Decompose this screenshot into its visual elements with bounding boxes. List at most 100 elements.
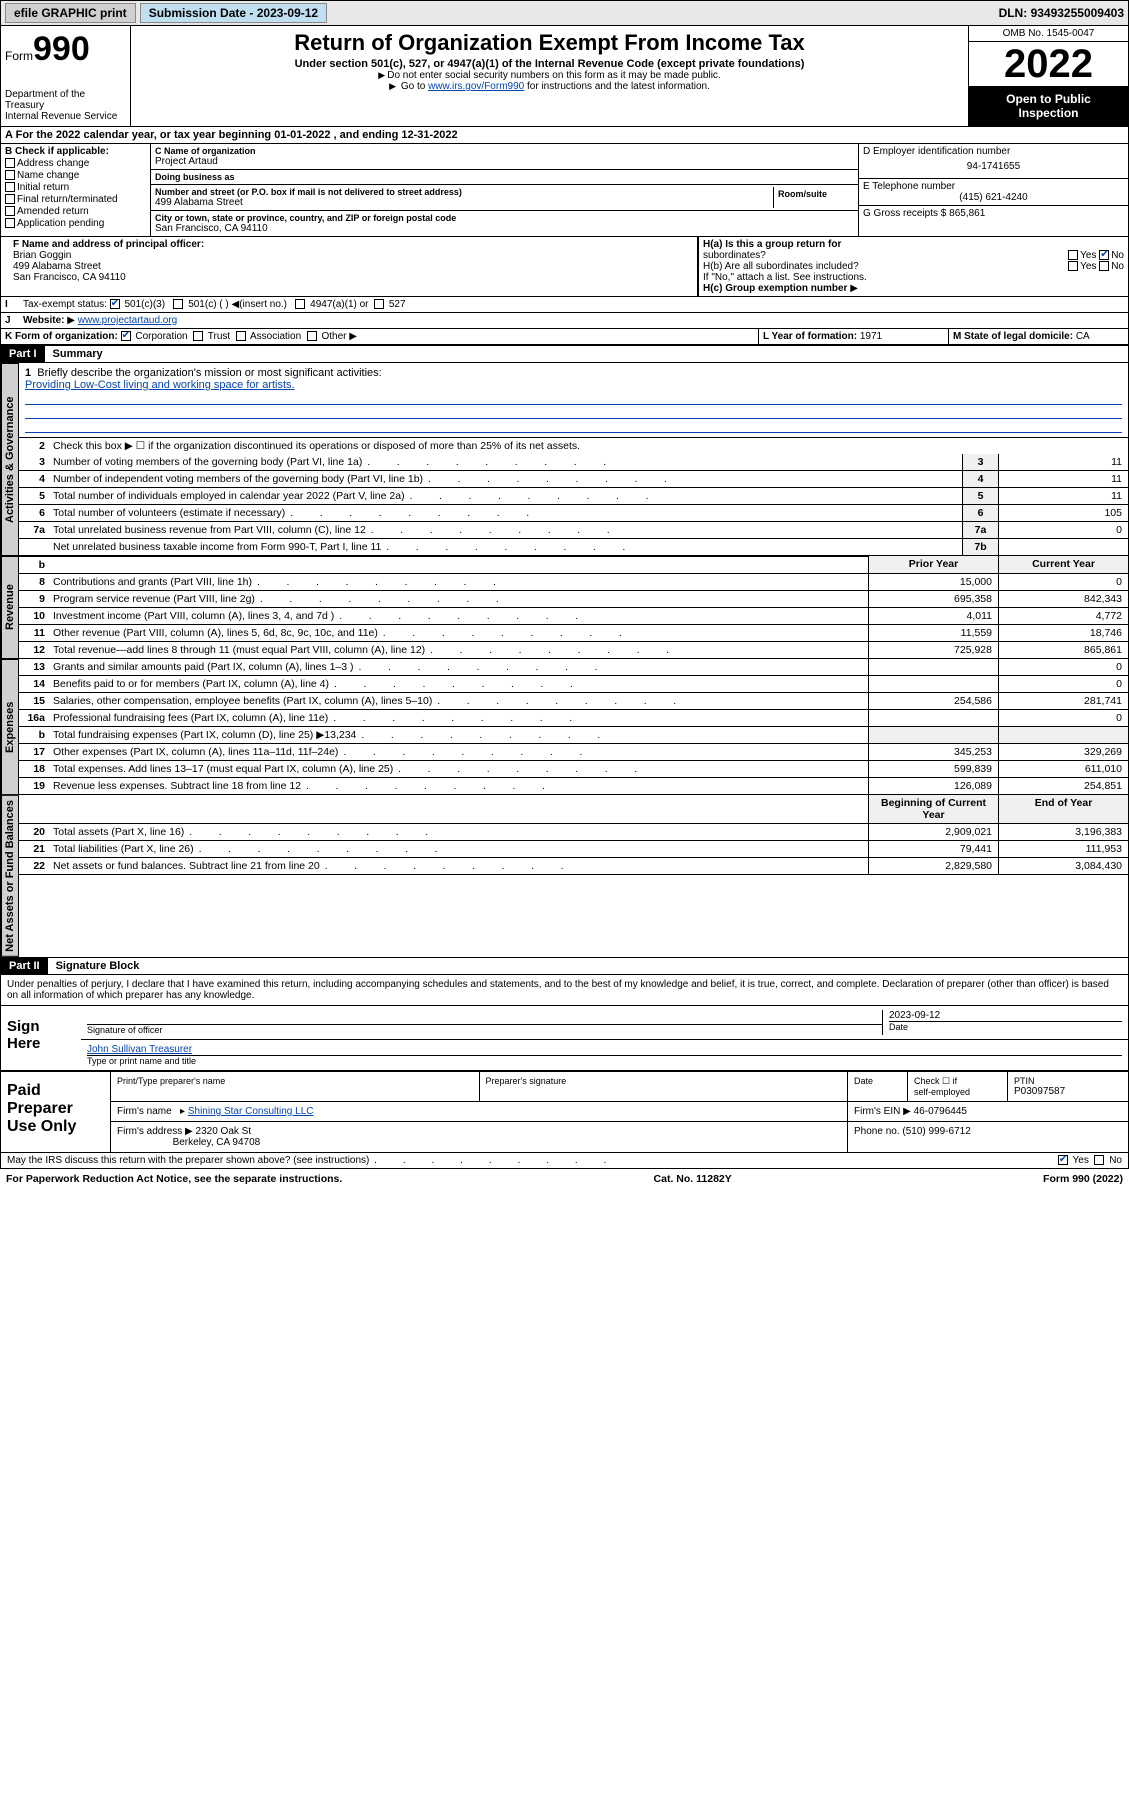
table-row: 9Program service revenue (Part VIII, lin… (19, 591, 1128, 608)
table-row: Net unrelated business taxable income fr… (19, 539, 1128, 556)
discuss-no-check[interactable] (1094, 1155, 1104, 1165)
preparer-sig-label: Preparer's signature (486, 1076, 842, 1086)
vtab-rev: Revenue (1, 556, 19, 659)
line2-text: Check this box ▶ ☐ if the organization d… (49, 438, 1128, 454)
ein-label: D Employer identification number (863, 146, 1124, 157)
submission-label: Submission Date - (149, 6, 257, 20)
chk-other[interactable] (307, 331, 317, 341)
table-row: 6Total number of volunteers (estimate if… (19, 505, 1128, 522)
table-row: 4Number of independent voting members of… (19, 471, 1128, 488)
form-header: Form990 Department of the Treasury Inter… (0, 26, 1129, 127)
street-value: 499 Alabama Street (155, 197, 773, 208)
vtab-exp: Expenses (1, 659, 19, 795)
year-formation: 1971 (860, 331, 882, 342)
firm-phone: (510) 999-6712 (902, 1126, 970, 1137)
chk-501c[interactable] (173, 299, 183, 309)
chk-amended[interactable]: Amended return (5, 206, 146, 217)
chk-final-return[interactable]: Final return/terminated (5, 194, 146, 205)
officer-addr2: San Francisco, CA 94110 (13, 272, 693, 283)
na-header-row: Beginning of Current Year End of Year (19, 795, 1128, 824)
table-row: 19Revenue less expenses. Subtract line 1… (19, 778, 1128, 795)
room-label: Room/suite (778, 189, 850, 199)
dln-label: DLN: (999, 6, 1031, 20)
table-row: 5Total number of individuals employed in… (19, 488, 1128, 505)
firm-addr2: Berkeley, CA 94708 (173, 1137, 261, 1148)
gross-label: G Gross receipts $ (863, 208, 949, 219)
ha-no-check[interactable] (1099, 250, 1109, 260)
chk-trust[interactable] (193, 331, 203, 341)
mission-label: Briefly describe the organization's miss… (37, 367, 381, 379)
preparer-name-label: Print/Type preparer's name (117, 1076, 473, 1086)
current-year-hdr: Current Year (998, 556, 1128, 573)
part2-title: Signature Block (48, 958, 148, 974)
table-row: 10Investment income (Part VIII, column (… (19, 608, 1128, 625)
discuss-yes-check[interactable] (1058, 1155, 1068, 1165)
firm-ein: 46-0796445 (914, 1106, 967, 1117)
paid-preparer-label: Paid Preparer Use Only (1, 1072, 111, 1152)
table-row: 22Net assets or fund balances. Subtract … (19, 858, 1128, 875)
table-row: 12Total revenue—add lines 8 through 11 (… (19, 642, 1128, 659)
a-begin: 01-01-2022 (274, 129, 330, 141)
dba-label: Doing business as (155, 172, 854, 182)
chk-app-pending[interactable]: Application pending (5, 218, 146, 229)
sig-officer-label: Signature of officer (87, 1024, 882, 1035)
officer-addr1: 499 Alabama Street (13, 261, 693, 272)
m-label: M State of legal domicile: (953, 331, 1076, 342)
chk-501c3[interactable] (110, 299, 120, 309)
city-value: San Francisco, CA 94110 (155, 223, 854, 234)
table-row: 18Total expenses. Add lines 13–17 (must … (19, 761, 1128, 778)
website-link[interactable]: www.projectartaud.org (78, 315, 178, 326)
chk-initial-return[interactable]: Initial return (5, 182, 146, 193)
sign-here-label: Sign Here (1, 1006, 81, 1070)
goto-pre: Go to (401, 81, 428, 92)
sig-declaration: Under penalties of perjury, I declare th… (1, 975, 1128, 1005)
sig-date: 2023-09-12 (889, 1010, 1122, 1021)
table-row: 15Salaries, other compensation, employee… (19, 693, 1128, 710)
mission-text[interactable]: Providing Low-Cost living and working sp… (25, 379, 295, 391)
hb-no-check[interactable] (1099, 261, 1109, 271)
part2-badge: Part II (1, 958, 48, 974)
chk-address-change[interactable]: Address change (5, 158, 146, 169)
org-name: Project Artaud (155, 156, 854, 167)
form-subtitle-1: Under section 501(c), 527, or 4947(a)(1)… (137, 58, 962, 70)
line-j: J Website: ▶ www.projectartaud.org (0, 313, 1129, 329)
ha-yes-check[interactable] (1068, 250, 1078, 260)
c-name-label: C Name of organization (155, 146, 854, 156)
ptin-value: P03097587 (1014, 1086, 1122, 1097)
city-label: City or town, state or province, country… (155, 213, 854, 223)
form-subtitle-2: Do not enter social security numbers on … (387, 70, 720, 81)
line-klm: K Form of organization: Corporation Trus… (0, 329, 1129, 346)
chk-corp[interactable] (121, 331, 131, 341)
firm-ein-label: Firm's EIN (854, 1106, 900, 1117)
hb-label: H(b) Are all subordinates included? (703, 261, 859, 272)
k-label: K Form of organization: (5, 331, 118, 342)
type-name-label: Type or print name and title (87, 1055, 1122, 1066)
firm-name[interactable]: Shining Star Consulting LLC (188, 1106, 314, 1117)
footer-bottom: For Paperwork Reduction Act Notice, see … (0, 1169, 1129, 1189)
na-py-hdr: Beginning of Current Year (868, 795, 998, 823)
instructions-link[interactable]: www.irs.gov/Form990 (428, 81, 524, 92)
chk-527[interactable] (374, 299, 384, 309)
signature-block: Under penalties of perjury, I declare th… (0, 975, 1129, 1153)
table-row: 11Other revenue (Part VIII, column (A), … (19, 625, 1128, 642)
ha-label: H(a) Is this a group return for (703, 239, 841, 250)
prior-year-hdr: Prior Year (868, 556, 998, 573)
b-header: B Check if applicable: (5, 146, 109, 157)
efile-print-button[interactable]: efile GRAPHIC print (5, 3, 136, 23)
a-pre: For the 2022 calendar year, or tax year … (16, 129, 275, 141)
chk-4947[interactable] (295, 299, 305, 309)
part1-header: Part I Summary (0, 346, 1129, 363)
officer-name-title[interactable]: John Sullivan Treasurer (87, 1044, 192, 1055)
chk-assoc[interactable] (236, 331, 246, 341)
firm-addr1: 2320 Oak St (196, 1126, 252, 1137)
preparer-date-label: Date (854, 1076, 901, 1086)
chk-name-change[interactable]: Name change (5, 170, 146, 181)
table-row: 16aProfessional fundraising fees (Part I… (19, 710, 1128, 727)
table-row: 7aTotal unrelated business revenue from … (19, 522, 1128, 539)
street-label: Number and street (or P.O. box if mail i… (155, 187, 773, 197)
hb-note: If "No," attach a list. See instructions… (703, 272, 1124, 283)
hc-label: H(c) Group exemption number (703, 283, 847, 294)
officer-name: Brian Goggin (13, 250, 693, 261)
hb-yes-check[interactable] (1068, 261, 1078, 271)
omb-number: OMB No. 1545-0047 (969, 26, 1128, 42)
